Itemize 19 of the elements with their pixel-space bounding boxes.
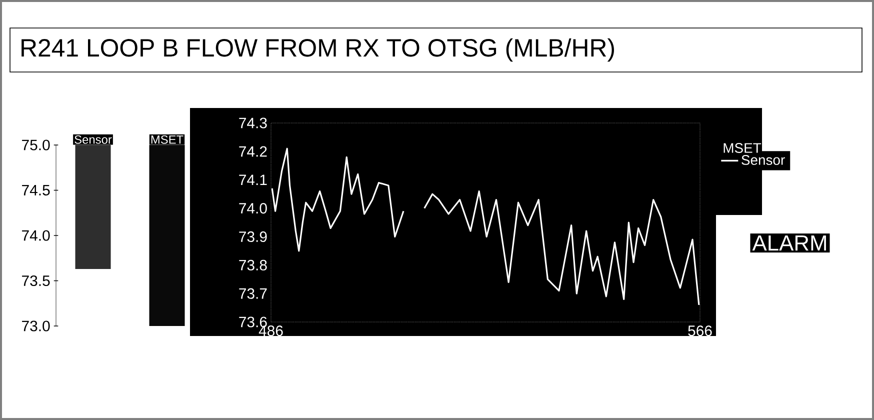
y-tick-label: 74.0 — [22, 230, 50, 241]
y-tick-label: 74.1 — [239, 174, 267, 185]
text: ALARM — [752, 235, 826, 251]
y-tick-label: 74.2 — [239, 146, 267, 157]
y-tick-label: 74.5 — [22, 185, 50, 196]
chart-title: R241 LOOP B FLOW FROM RX TO OTSG (MLB/HR) — [22, 38, 614, 62]
y-tick-label: 73.5 — [22, 275, 50, 286]
y-tick-label: 75.0 — [22, 140, 50, 150]
y-tick-label: 73.0 — [22, 320, 50, 332]
y-tick-label: 73.8 — [239, 260, 267, 270]
y-tick-label: 73.9 — [239, 231, 267, 242]
text: MSET — [724, 143, 762, 153]
y-tick-label: 73.6 — [239, 316, 267, 328]
legend-label: Sensor — [742, 155, 785, 165]
x-tick-label: 486 — [258, 326, 283, 336]
y-tick-label: 74.0 — [239, 202, 267, 214]
y-tick-label: 74.3 — [239, 118, 267, 128]
y-tick-label: 73.7 — [239, 288, 267, 299]
x-tick-label: 566 — [688, 326, 712, 336]
